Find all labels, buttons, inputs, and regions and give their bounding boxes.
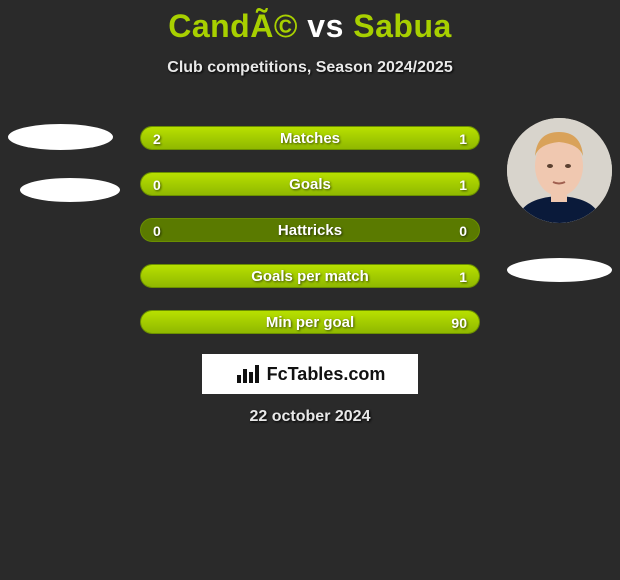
logo-text: FcTables.com (267, 364, 386, 385)
stat-label: Goals per match (141, 265, 479, 288)
title-player1: CandÃ© (168, 8, 298, 44)
stat-row: 00Hattricks (140, 218, 480, 242)
avatar-right-photo (507, 118, 612, 223)
avatar-right (507, 118, 612, 223)
avatar-left-placeholder-2 (20, 178, 120, 202)
avatar-right-shadow (507, 258, 612, 282)
stats-table: 21Matches 01Goals 00Hattricks 1Goals per ma… (140, 126, 480, 356)
avatar-left-placeholder-1 (8, 124, 113, 150)
stat-label: Hattricks (141, 219, 479, 242)
stat-row: 01Goals (140, 172, 480, 196)
title-player2: Sabua (353, 8, 452, 44)
stat-label: Min per goal (141, 311, 479, 334)
stat-row: 90Min per goal (140, 310, 480, 334)
title-vs: vs (298, 8, 353, 44)
page-title: CandÃ© vs Sabua (0, 0, 620, 45)
stat-label: Matches (141, 127, 479, 150)
bar-chart-icon (235, 363, 261, 385)
stat-row: 1Goals per match (140, 264, 480, 288)
subtitle: Club competitions, Season 2024/2025 (0, 59, 620, 77)
stat-row: 21Matches (140, 126, 480, 150)
date-text: 22 october 2024 (0, 408, 620, 426)
logo-box[interactable]: FcTables.com (202, 354, 418, 394)
stat-label: Goals (141, 173, 479, 196)
